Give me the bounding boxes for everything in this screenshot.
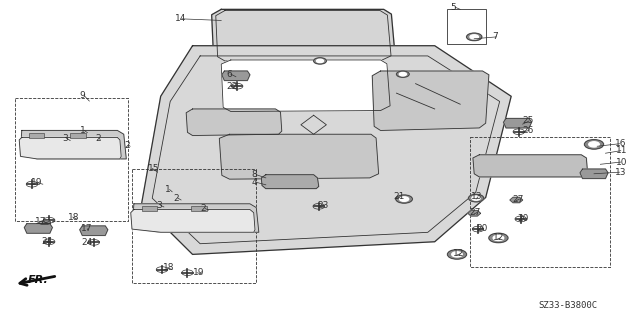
Text: 1: 1 <box>165 185 171 194</box>
Polygon shape <box>222 71 250 80</box>
Bar <box>29 133 44 138</box>
Polygon shape <box>141 46 511 254</box>
Text: 15: 15 <box>148 164 159 173</box>
Text: 16: 16 <box>615 139 627 148</box>
Text: 24: 24 <box>42 237 52 246</box>
Text: 25: 25 <box>522 116 534 125</box>
Text: 17: 17 <box>81 224 93 233</box>
Polygon shape <box>186 109 282 136</box>
Text: 10: 10 <box>616 158 628 167</box>
Circle shape <box>470 35 479 39</box>
Circle shape <box>399 197 409 201</box>
Text: 8: 8 <box>252 170 257 179</box>
Text: 13: 13 <box>471 192 483 201</box>
Polygon shape <box>261 175 319 189</box>
Text: 2: 2 <box>124 141 130 150</box>
Circle shape <box>452 252 462 257</box>
Circle shape <box>468 194 484 202</box>
Text: 27: 27 <box>470 208 481 217</box>
Circle shape <box>399 72 406 76</box>
Polygon shape <box>372 71 489 130</box>
Polygon shape <box>510 197 523 203</box>
Circle shape <box>489 233 508 243</box>
Bar <box>191 206 207 211</box>
Polygon shape <box>131 210 255 232</box>
Circle shape <box>472 196 481 200</box>
Bar <box>447 9 486 44</box>
Text: 21: 21 <box>394 192 404 201</box>
Text: 20: 20 <box>476 224 488 233</box>
Polygon shape <box>473 155 588 177</box>
Text: 17: 17 <box>35 217 47 226</box>
Ellipse shape <box>39 221 51 225</box>
Circle shape <box>447 250 467 259</box>
Text: 22: 22 <box>227 82 237 91</box>
Text: 18: 18 <box>68 212 80 222</box>
Circle shape <box>314 58 326 64</box>
Text: 24: 24 <box>81 238 93 247</box>
Text: 2: 2 <box>173 194 179 203</box>
Text: 23: 23 <box>317 201 328 210</box>
Text: 9: 9 <box>80 91 86 100</box>
Circle shape <box>584 140 604 149</box>
Text: 12: 12 <box>453 249 465 258</box>
Text: 2: 2 <box>95 134 100 143</box>
Circle shape <box>467 33 482 41</box>
Text: SZ33-B3800C: SZ33-B3800C <box>538 301 597 310</box>
Text: 12: 12 <box>493 234 505 242</box>
Polygon shape <box>221 60 390 111</box>
Polygon shape <box>132 204 259 232</box>
Circle shape <box>396 71 409 77</box>
Text: 11: 11 <box>616 146 628 155</box>
Circle shape <box>396 195 412 203</box>
Text: 2: 2 <box>201 204 207 213</box>
Text: 3: 3 <box>156 201 162 210</box>
Polygon shape <box>212 9 395 62</box>
Text: 14: 14 <box>175 14 186 23</box>
Bar <box>141 206 157 211</box>
Text: 4: 4 <box>252 178 257 187</box>
Text: FR.: FR. <box>28 275 49 285</box>
Text: 6: 6 <box>227 70 232 79</box>
Bar <box>70 133 86 138</box>
Circle shape <box>589 142 599 147</box>
Text: 5: 5 <box>451 3 456 12</box>
Polygon shape <box>220 134 379 179</box>
Text: 19: 19 <box>193 268 204 277</box>
Polygon shape <box>468 211 481 216</box>
Circle shape <box>317 59 323 63</box>
Polygon shape <box>20 130 126 159</box>
Text: 3: 3 <box>62 134 68 143</box>
Text: 7: 7 <box>492 32 498 41</box>
Polygon shape <box>24 224 52 233</box>
Text: 27: 27 <box>513 195 524 204</box>
Text: 13: 13 <box>615 168 627 177</box>
Text: 19: 19 <box>31 178 43 187</box>
Polygon shape <box>580 169 608 179</box>
Text: 18: 18 <box>163 263 174 272</box>
Polygon shape <box>504 118 532 128</box>
Polygon shape <box>19 137 121 159</box>
Text: 20: 20 <box>517 213 529 223</box>
Text: 1: 1 <box>80 126 86 135</box>
Text: 26: 26 <box>522 126 534 135</box>
Circle shape <box>493 235 504 241</box>
Polygon shape <box>80 226 108 235</box>
